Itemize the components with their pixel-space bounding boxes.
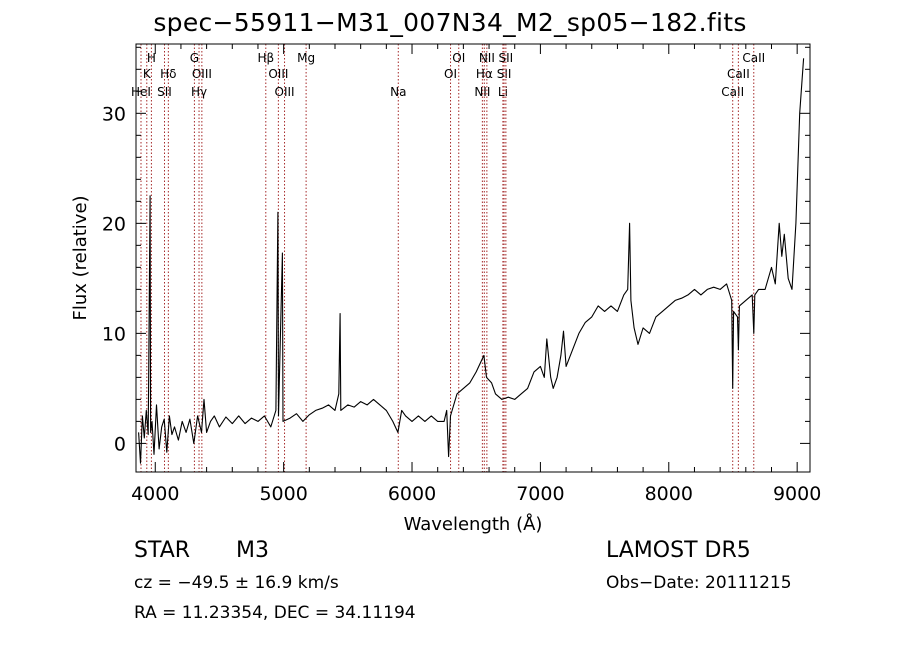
line-label-6: OIII xyxy=(192,67,212,81)
x-tick-label-5: 9000 xyxy=(773,483,821,505)
line-label-22: CaII xyxy=(727,67,750,81)
line-label-19: SII xyxy=(497,67,512,81)
coordinates-text: RA = 11.23354, DEC = 34.11194 xyxy=(134,603,416,623)
chart-title: spec−55911−M31_007N34_M2_sp05−182.fits xyxy=(153,8,747,37)
x-tick-label-1: 5000 xyxy=(259,483,307,505)
line-label-7: Hγ xyxy=(191,85,207,99)
x-tick-label-0: 4000 xyxy=(131,483,179,505)
spectrum-line xyxy=(138,58,805,464)
y-axis-label: Flux (relative) xyxy=(70,195,91,320)
object-subclass: M3 xyxy=(236,538,269,563)
line-label-5: G xyxy=(190,51,199,65)
line-label-23: CaII xyxy=(742,51,765,65)
line-label-15: NII xyxy=(474,85,490,99)
y-tick-label-3: 30 xyxy=(102,103,126,125)
line-label-11: Mg xyxy=(297,51,315,65)
y-tick-label-0: 0 xyxy=(114,433,126,455)
line-label-1: K xyxy=(143,67,152,81)
x-tick-label-3: 7000 xyxy=(516,483,564,505)
survey-label: LAMOST DR5 xyxy=(606,538,751,563)
y-tick-label-2: 20 xyxy=(102,213,126,235)
line-label-21: CaII xyxy=(721,85,744,99)
line-label-14: OI xyxy=(452,51,465,65)
line-label-20: SII xyxy=(499,51,514,65)
line-label-10: OIII xyxy=(275,85,295,99)
velocity-text: cz = −49.5 ± 16.9 km/s xyxy=(134,573,339,593)
x-tick-label-4: 8000 xyxy=(645,483,693,505)
line-label-4: SII xyxy=(157,85,172,99)
line-label-12: Na xyxy=(390,85,406,99)
obs-date-text: Obs−Date: 20111215 xyxy=(606,573,792,593)
line-label-2: HeI xyxy=(131,85,151,99)
x-tick-label-2: 6000 xyxy=(388,483,436,505)
plot-frame xyxy=(135,43,811,473)
object-class: STAR xyxy=(134,538,191,563)
line-label-0: H xyxy=(147,51,156,65)
x-axis-label: Wavelength (Å) xyxy=(404,513,543,535)
line-label-9: OIII xyxy=(268,67,288,81)
line-label-16: Hα xyxy=(476,67,493,81)
line-label-3: Hδ xyxy=(160,67,176,81)
line-label-13: OI xyxy=(444,67,457,81)
line-label-18: Li xyxy=(498,85,508,99)
line-label-8: Hβ xyxy=(257,51,274,65)
line-label-17: NII xyxy=(479,51,495,65)
y-tick-label-1: 10 xyxy=(102,323,126,345)
